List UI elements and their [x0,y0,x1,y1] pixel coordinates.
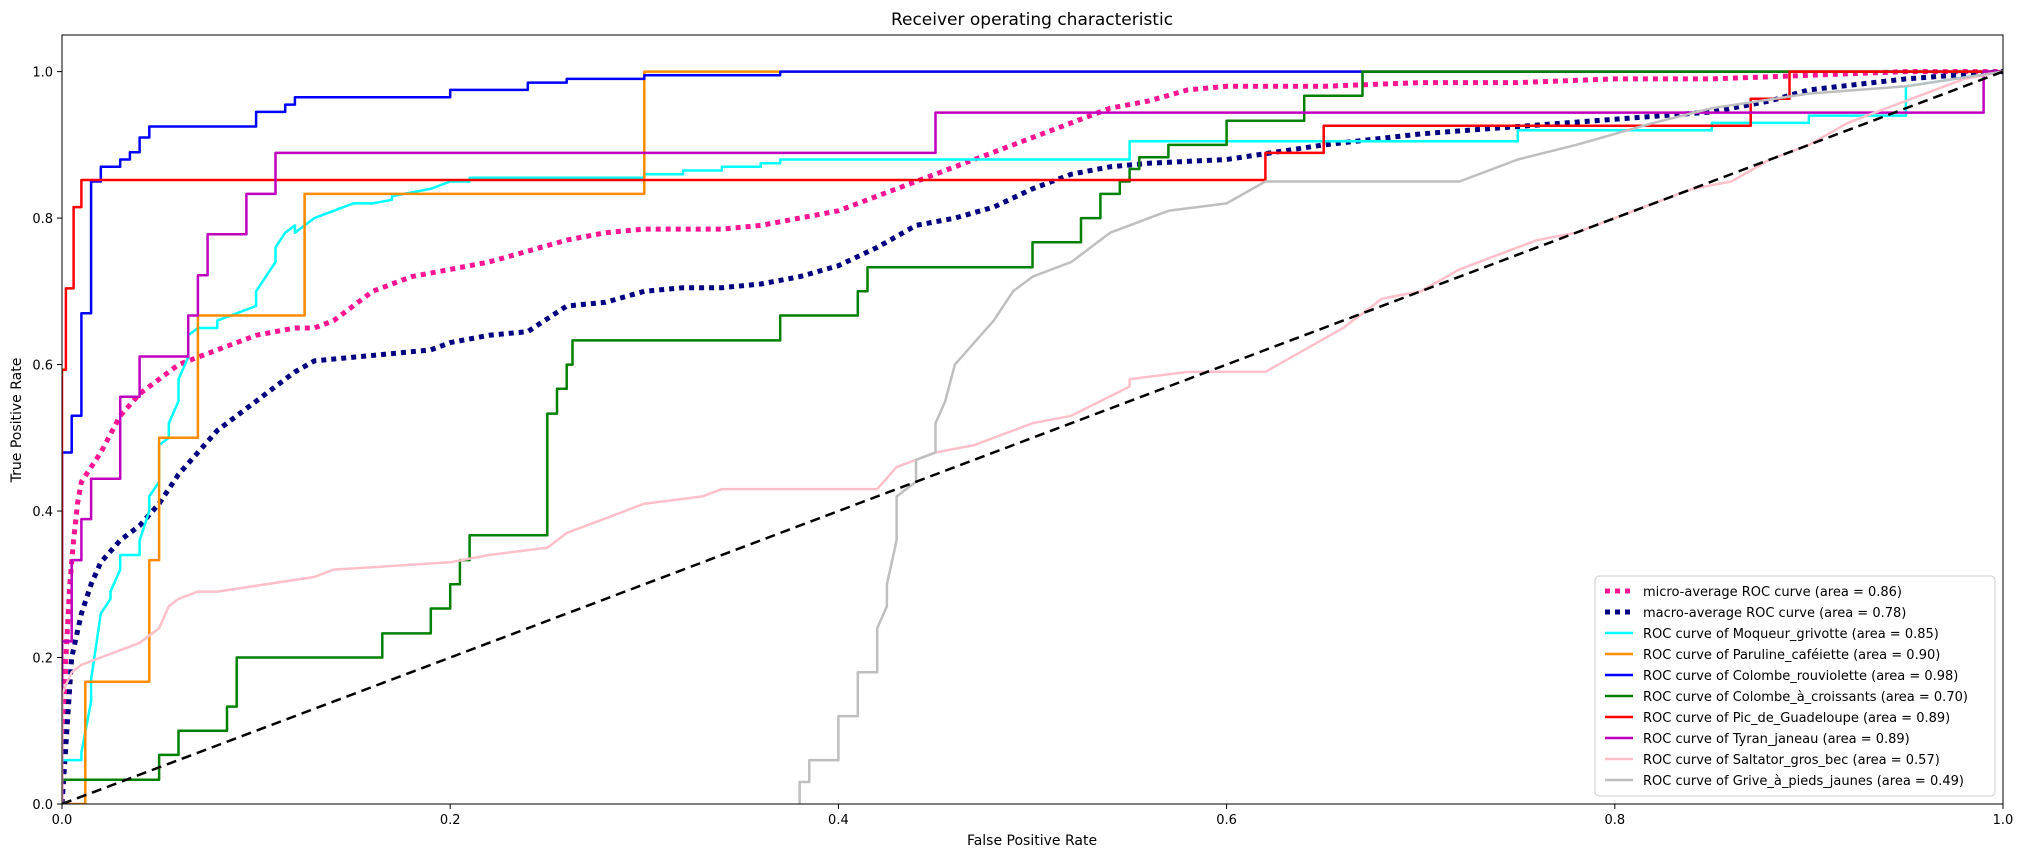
legend-label: ROC curve of Colombe_rouviolette (area =… [1643,669,1958,684]
x-tick-label: 0.2 [440,813,461,828]
series-line-3 [62,70,2003,762]
plot-area [62,69,2003,804]
x-tick-label: 1.0 [1993,813,2014,828]
legend-label: ROC curve of Grive_à_pieds_jaunes (area … [1643,774,1964,789]
y-tick-label: 0.4 [32,505,53,520]
legend-label: ROC curve of Moqueur_grivotte (area = 0.… [1643,627,1939,642]
x-tick-label: 0.6 [1216,813,1237,828]
x-tick-label: 0.4 [828,813,849,828]
y-tick-label: 0.6 [32,359,53,374]
y-axis-label: True Positive Rate [9,358,25,484]
legend-label: ROC curve of Paruline_caféiette (area = … [1643,648,1940,663]
x-tick-label: 0.8 [1604,813,1625,828]
legend-label: ROC curve of Saltator_gros_bec (area = 0… [1643,753,1940,768]
series-line-2 [62,69,2003,804]
legend-label: ROC curve of Colombe_à_croissants (area … [1643,690,1968,705]
legend-label: ROC curve of Pic_de_Guadeloupe (area = 0… [1643,711,1950,726]
y-tick-label: 0.0 [32,798,53,813]
x-axis-label: False Positive Rate [967,833,1097,849]
chart-title: Receiver operating characteristic [891,10,1173,30]
legend-label: macro-average ROC curve (area = 0.78) [1643,606,1906,621]
legend-label: micro-average ROC curve (area = 0.86) [1643,585,1902,600]
legend: micro-average ROC curve (area = 0.86) mac… [1594,575,1996,797]
y-tick-label: 1.0 [32,66,53,81]
series-line-6 [62,70,2003,782]
legend-label: ROC curve of Tyran_janeau (area = 0.89) [1643,732,1910,747]
x-tick-label: 0.0 [52,813,73,828]
y-tick-label: 0.2 [32,652,53,667]
series-line-8 [62,70,2003,804]
axis-ticks: 0.0 0.2 0.4 0.6 0.8 1.0 0.0 0.2 0.4 0.6 0.8 1.0 [32,66,2013,828]
y-tick-label: 0.8 [32,212,53,227]
chance-line [62,70,2003,804]
series-line-5 [62,70,2003,804]
series-line-7 [62,70,2003,804]
series-line-10 [798,70,2003,804]
axes-frame [61,34,2004,805]
legend-box [1594,575,1996,797]
